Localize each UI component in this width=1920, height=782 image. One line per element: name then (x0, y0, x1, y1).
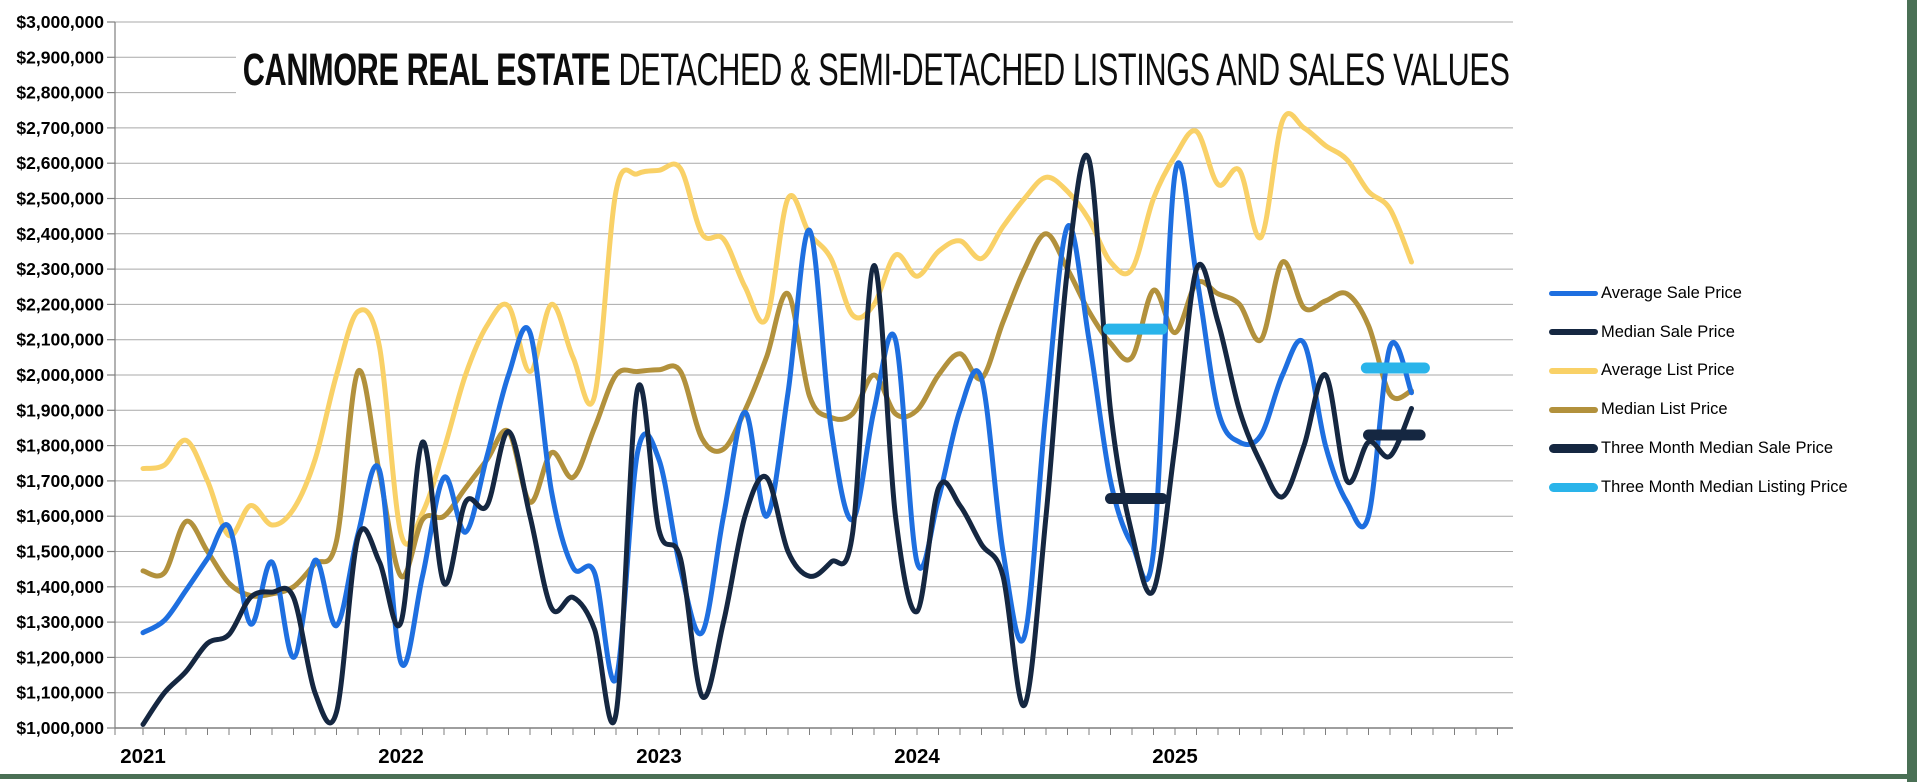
legend-item-average-sale-price: Average Sale Price (1549, 274, 1848, 313)
svg-text:2024: 2024 (894, 745, 940, 768)
svg-text:$2,100,000: $2,100,000 (16, 330, 104, 350)
legend-swatch-median-sale-price (1549, 329, 1598, 335)
series-average-list-price (140, 111, 1414, 547)
svg-text:$2,300,000: $2,300,000 (16, 259, 104, 279)
legend-swatch-three-month-median-sale-price (1549, 443, 1598, 454)
legend-label-median-sale-price: Median Sale Price (1601, 322, 1735, 341)
svg-text:$2,700,000: $2,700,000 (16, 118, 104, 138)
svg-text:$2,600,000: $2,600,000 (16, 153, 104, 173)
window-edge-right (1907, 0, 1917, 782)
svg-text:$1,200,000: $1,200,000 (16, 647, 104, 667)
svg-text:$1,600,000: $1,600,000 (16, 506, 104, 526)
svg-text:$2,500,000: $2,500,000 (16, 189, 104, 209)
svg-text:$1,700,000: $1,700,000 (16, 471, 104, 491)
legend-item-median-sale-price: Median Sale Price (1549, 313, 1848, 352)
legend-swatch-average-sale-price (1549, 290, 1598, 297)
gridlines (115, 21, 1513, 729)
legend-item-median-list-price: Median List Price (1549, 390, 1848, 429)
series-average-sale-price (140, 160, 1414, 684)
svg-text:$2,400,000: $2,400,000 (16, 224, 104, 244)
series-three-month-median-sale-price (1105, 429, 1426, 505)
svg-text:$1,400,000: $1,400,000 (16, 577, 104, 597)
series-median-sale-price (140, 152, 1414, 727)
legend-label-median-list-price: Median List Price (1601, 400, 1728, 419)
legend: Average Sale Price Median Sale Price Avera… (1549, 274, 1848, 507)
chart-title-emphasis: CANMORE REAL ESTATE (242, 44, 611, 95)
axes (107, 21, 1513, 735)
svg-text:$1,800,000: $1,800,000 (16, 436, 104, 456)
legend-label-average-list-price: Average List Price (1601, 361, 1735, 380)
svg-text:$1,300,000: $1,300,000 (16, 612, 104, 632)
svg-text:$2,900,000: $2,900,000 (16, 47, 104, 67)
legend-label-three-month-median-sale-price: Three Month Median Sale Price (1601, 439, 1834, 458)
svg-text:$1,500,000: $1,500,000 (16, 542, 104, 562)
svg-text:$1,000,000: $1,000,000 (16, 718, 104, 738)
svg-text:2023: 2023 (636, 745, 682, 768)
svg-text:$2,000,000: $2,000,000 (16, 365, 104, 385)
svg-text:$1,900,000: $1,900,000 (16, 400, 104, 420)
legend-swatch-three-month-median-listing-price (1549, 482, 1598, 493)
chart-title-rest: DETACHED & SEMI-DETACHED LISTINGS AND SA… (610, 44, 1510, 95)
svg-text:$2,800,000: $2,800,000 (16, 83, 104, 103)
svg-text:$3,000,000: $3,000,000 (16, 12, 104, 32)
svg-text:$1,100,000: $1,100,000 (16, 683, 104, 703)
series-three-month-median-listing-price (1102, 323, 1430, 374)
svg-text:2021: 2021 (120, 745, 166, 768)
legend-label-three-month-median-listing-price: Three Month Median Listing Price (1601, 477, 1848, 496)
x-axis-labels: 2021 2022 2023 2024 2025 (120, 745, 1198, 768)
legend-swatch-average-list-price (1549, 368, 1598, 374)
legend-item-average-list-price: Average List Price (1549, 352, 1848, 391)
legend-label-average-sale-price: Average Sale Price (1601, 283, 1742, 302)
svg-text:$2,200,000: $2,200,000 (16, 294, 104, 314)
legend-item-three-month-median-listing-price: Three Month Median Listing Price (1549, 468, 1848, 507)
chart-title: CANMORE REAL ESTATE DETACHED & SEMI-DETA… (236, 44, 1517, 95)
window-edge-bottom (0, 774, 1917, 779)
svg-text:2025: 2025 (1152, 745, 1198, 768)
svg-text:2022: 2022 (378, 745, 424, 768)
legend-swatch-median-list-price (1549, 407, 1598, 413)
legend-item-three-month-median-sale-price: Three Month Median Sale Price (1549, 429, 1848, 468)
y-axis-labels: $3,000,000 $2,900,000 $2,800,000 $2,700,000… (16, 12, 104, 738)
